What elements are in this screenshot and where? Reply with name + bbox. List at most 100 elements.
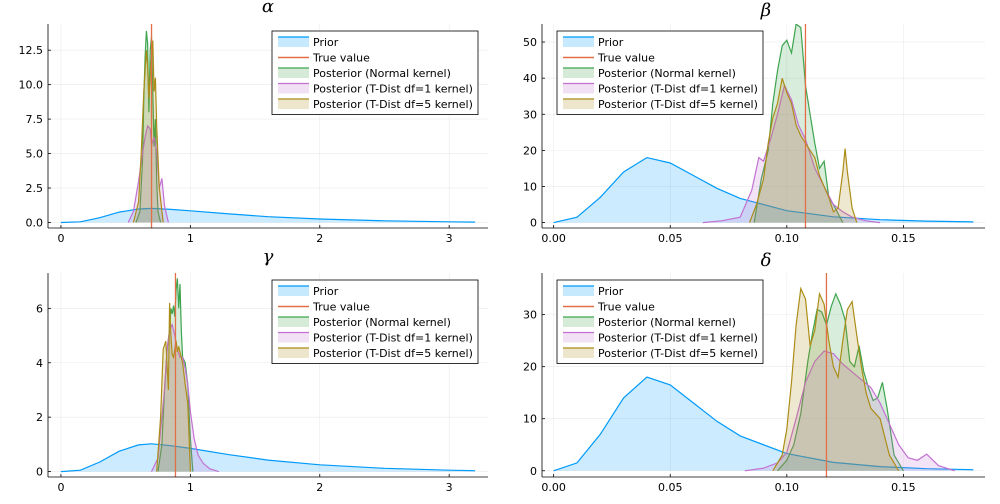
legend-swatch-fill <box>563 286 594 296</box>
y-tick-label: 10.0 <box>19 79 44 92</box>
legend-label: True value <box>597 301 655 314</box>
legend-label: Posterior (T-Dist df=1 kernel) <box>598 83 758 96</box>
legend-label: Posterior (Normal kernel) <box>313 67 451 80</box>
y-tick-label: 40 <box>523 72 537 85</box>
legend-swatch-fill <box>563 37 594 47</box>
panel-title: γ <box>263 246 274 267</box>
legend-swatch-fill <box>563 317 594 327</box>
legend-swatch-fill <box>563 83 594 94</box>
line-posterior-t-dist-df-1-kernel <box>150 322 219 473</box>
legend-label: Prior <box>598 285 624 298</box>
legend-label: Prior <box>313 285 339 298</box>
legend-swatch-fill <box>563 68 594 78</box>
legend: Prior True value Posterior (Normal kernel)… <box>556 279 764 364</box>
plot-area <box>553 24 974 224</box>
area-posterior-t-dist-df-1-kernel <box>702 85 881 223</box>
y-tick-label: 5.0 <box>26 148 44 161</box>
area-posterior-t-dist-df-5-kernel <box>133 40 164 223</box>
legend-label: True value <box>312 301 370 314</box>
line-prior <box>60 207 476 224</box>
legend-label: Posterior (Normal kernel) <box>313 316 451 329</box>
area-posterior-t-dist-df-5-kernel <box>749 78 857 223</box>
legend-swatch-fill <box>563 332 594 343</box>
legend-label: Posterior (T-Dist df=5 kernel) <box>598 347 758 360</box>
x-tick-label: 0.05 <box>658 232 683 245</box>
legend-label: Posterior (T-Dist df=5 kernel) <box>313 347 473 360</box>
legend-box <box>271 30 479 115</box>
x-tick-label: 0.05 <box>658 481 683 494</box>
legend-label: Posterior (Normal kernel) <box>598 316 736 329</box>
y-tick-label: 12.5 <box>19 44 44 57</box>
line-posterior-t-dist-df-5-kernel <box>156 302 191 472</box>
y-tick-label: 0 <box>530 465 537 478</box>
x-tick-label: 3 <box>446 232 453 245</box>
x-tick-label: 2 <box>316 481 323 494</box>
legend-label: Posterior (T-Dist df=1 kernel) <box>598 332 758 345</box>
line-posterior-normal-kernel <box>777 292 904 472</box>
legend-label: Prior <box>598 36 624 49</box>
legend-swatch-fill <box>278 37 309 47</box>
legend-box <box>556 30 764 115</box>
area-posterior-t-dist-df-1-kernel <box>744 351 955 471</box>
y-tick-label: 20 <box>523 361 537 374</box>
area-posterior-normal-kernel <box>777 293 904 471</box>
legend: Prior True value Posterior (Normal kernel)… <box>271 279 479 364</box>
y-tick-label: 4 <box>36 357 43 370</box>
x-tick-label: 0.00 <box>541 481 566 494</box>
y-tick-label: 50 <box>523 36 537 49</box>
panel-title: β <box>760 0 771 21</box>
legend-swatch-fill <box>563 99 594 109</box>
y-tick-label: 0 <box>36 466 43 479</box>
area-prior <box>60 443 476 472</box>
y-tick-label: 10 <box>523 180 537 193</box>
legend-swatch-fill <box>278 68 309 78</box>
line-posterior-normal-kernel <box>753 24 844 223</box>
panel-beta: 0.00 0.05 0.10 0.15 0 10 20 30 40 50 β Prior True va… <box>523 0 985 245</box>
panel-alpha: 0 1 2 3 0.0 2.5 5.0 7.5 10.0 12.5 α Prior True value… <box>19 0 488 245</box>
line-posterior-t-dist-df-5-kernel <box>132 40 164 223</box>
legend-label: Posterior (T-Dist df=5 kernel) <box>598 98 758 111</box>
legend-swatch-fill <box>278 348 309 358</box>
line-posterior-t-dist-df-1-kernel <box>127 124 169 223</box>
legend-label: True value <box>597 52 655 65</box>
x-tick-label: 0 <box>57 232 64 245</box>
panel-title: α <box>262 0 274 17</box>
legend-box <box>271 279 479 364</box>
legend-swatch-fill <box>278 99 309 109</box>
y-tick-label: 30 <box>523 309 537 322</box>
x-tick-label: 0.00 <box>541 232 566 245</box>
line-posterior-t-dist-df-1-kernel <box>744 350 955 472</box>
line-posterior-t-dist-df-1-kernel <box>702 83 881 224</box>
y-tick-label: 10 <box>523 413 537 426</box>
x-tick-label: 0.15 <box>891 232 916 245</box>
y-tick-label: 0 <box>530 217 537 230</box>
area-posterior-t-dist-df-5-kernel <box>772 288 899 471</box>
legend-label: Posterior (T-Dist df=5 kernel) <box>313 98 473 111</box>
y-tick-label: 30 <box>523 108 537 121</box>
legend: Prior True value Posterior (Normal kernel)… <box>271 30 479 115</box>
x-tick-label: 1 <box>187 232 194 245</box>
legend-box <box>556 279 764 364</box>
x-tick-label: 1 <box>187 481 194 494</box>
legend-swatch-fill <box>278 317 309 327</box>
plot-area <box>60 30 476 224</box>
line-posterior-t-dist-df-5-kernel <box>772 286 900 472</box>
x-tick-label: 0.15 <box>891 481 916 494</box>
legend-swatch-fill <box>278 332 309 343</box>
line-prior <box>553 376 974 472</box>
area-prior <box>553 157 974 223</box>
plot-area <box>553 286 974 472</box>
x-tick-label: 0.10 <box>775 232 800 245</box>
line-prior <box>60 443 476 473</box>
y-tick-label: 0.0 <box>26 216 44 229</box>
y-tick-label: 7.5 <box>26 113 44 126</box>
y-tick-label: 20 <box>523 144 537 157</box>
x-tick-label: 3 <box>446 481 453 494</box>
y-tick-label: 2.5 <box>26 182 44 195</box>
x-tick-label: 0.10 <box>775 481 800 494</box>
x-tick-label: 2 <box>316 232 323 245</box>
panel-title: δ <box>761 250 772 271</box>
